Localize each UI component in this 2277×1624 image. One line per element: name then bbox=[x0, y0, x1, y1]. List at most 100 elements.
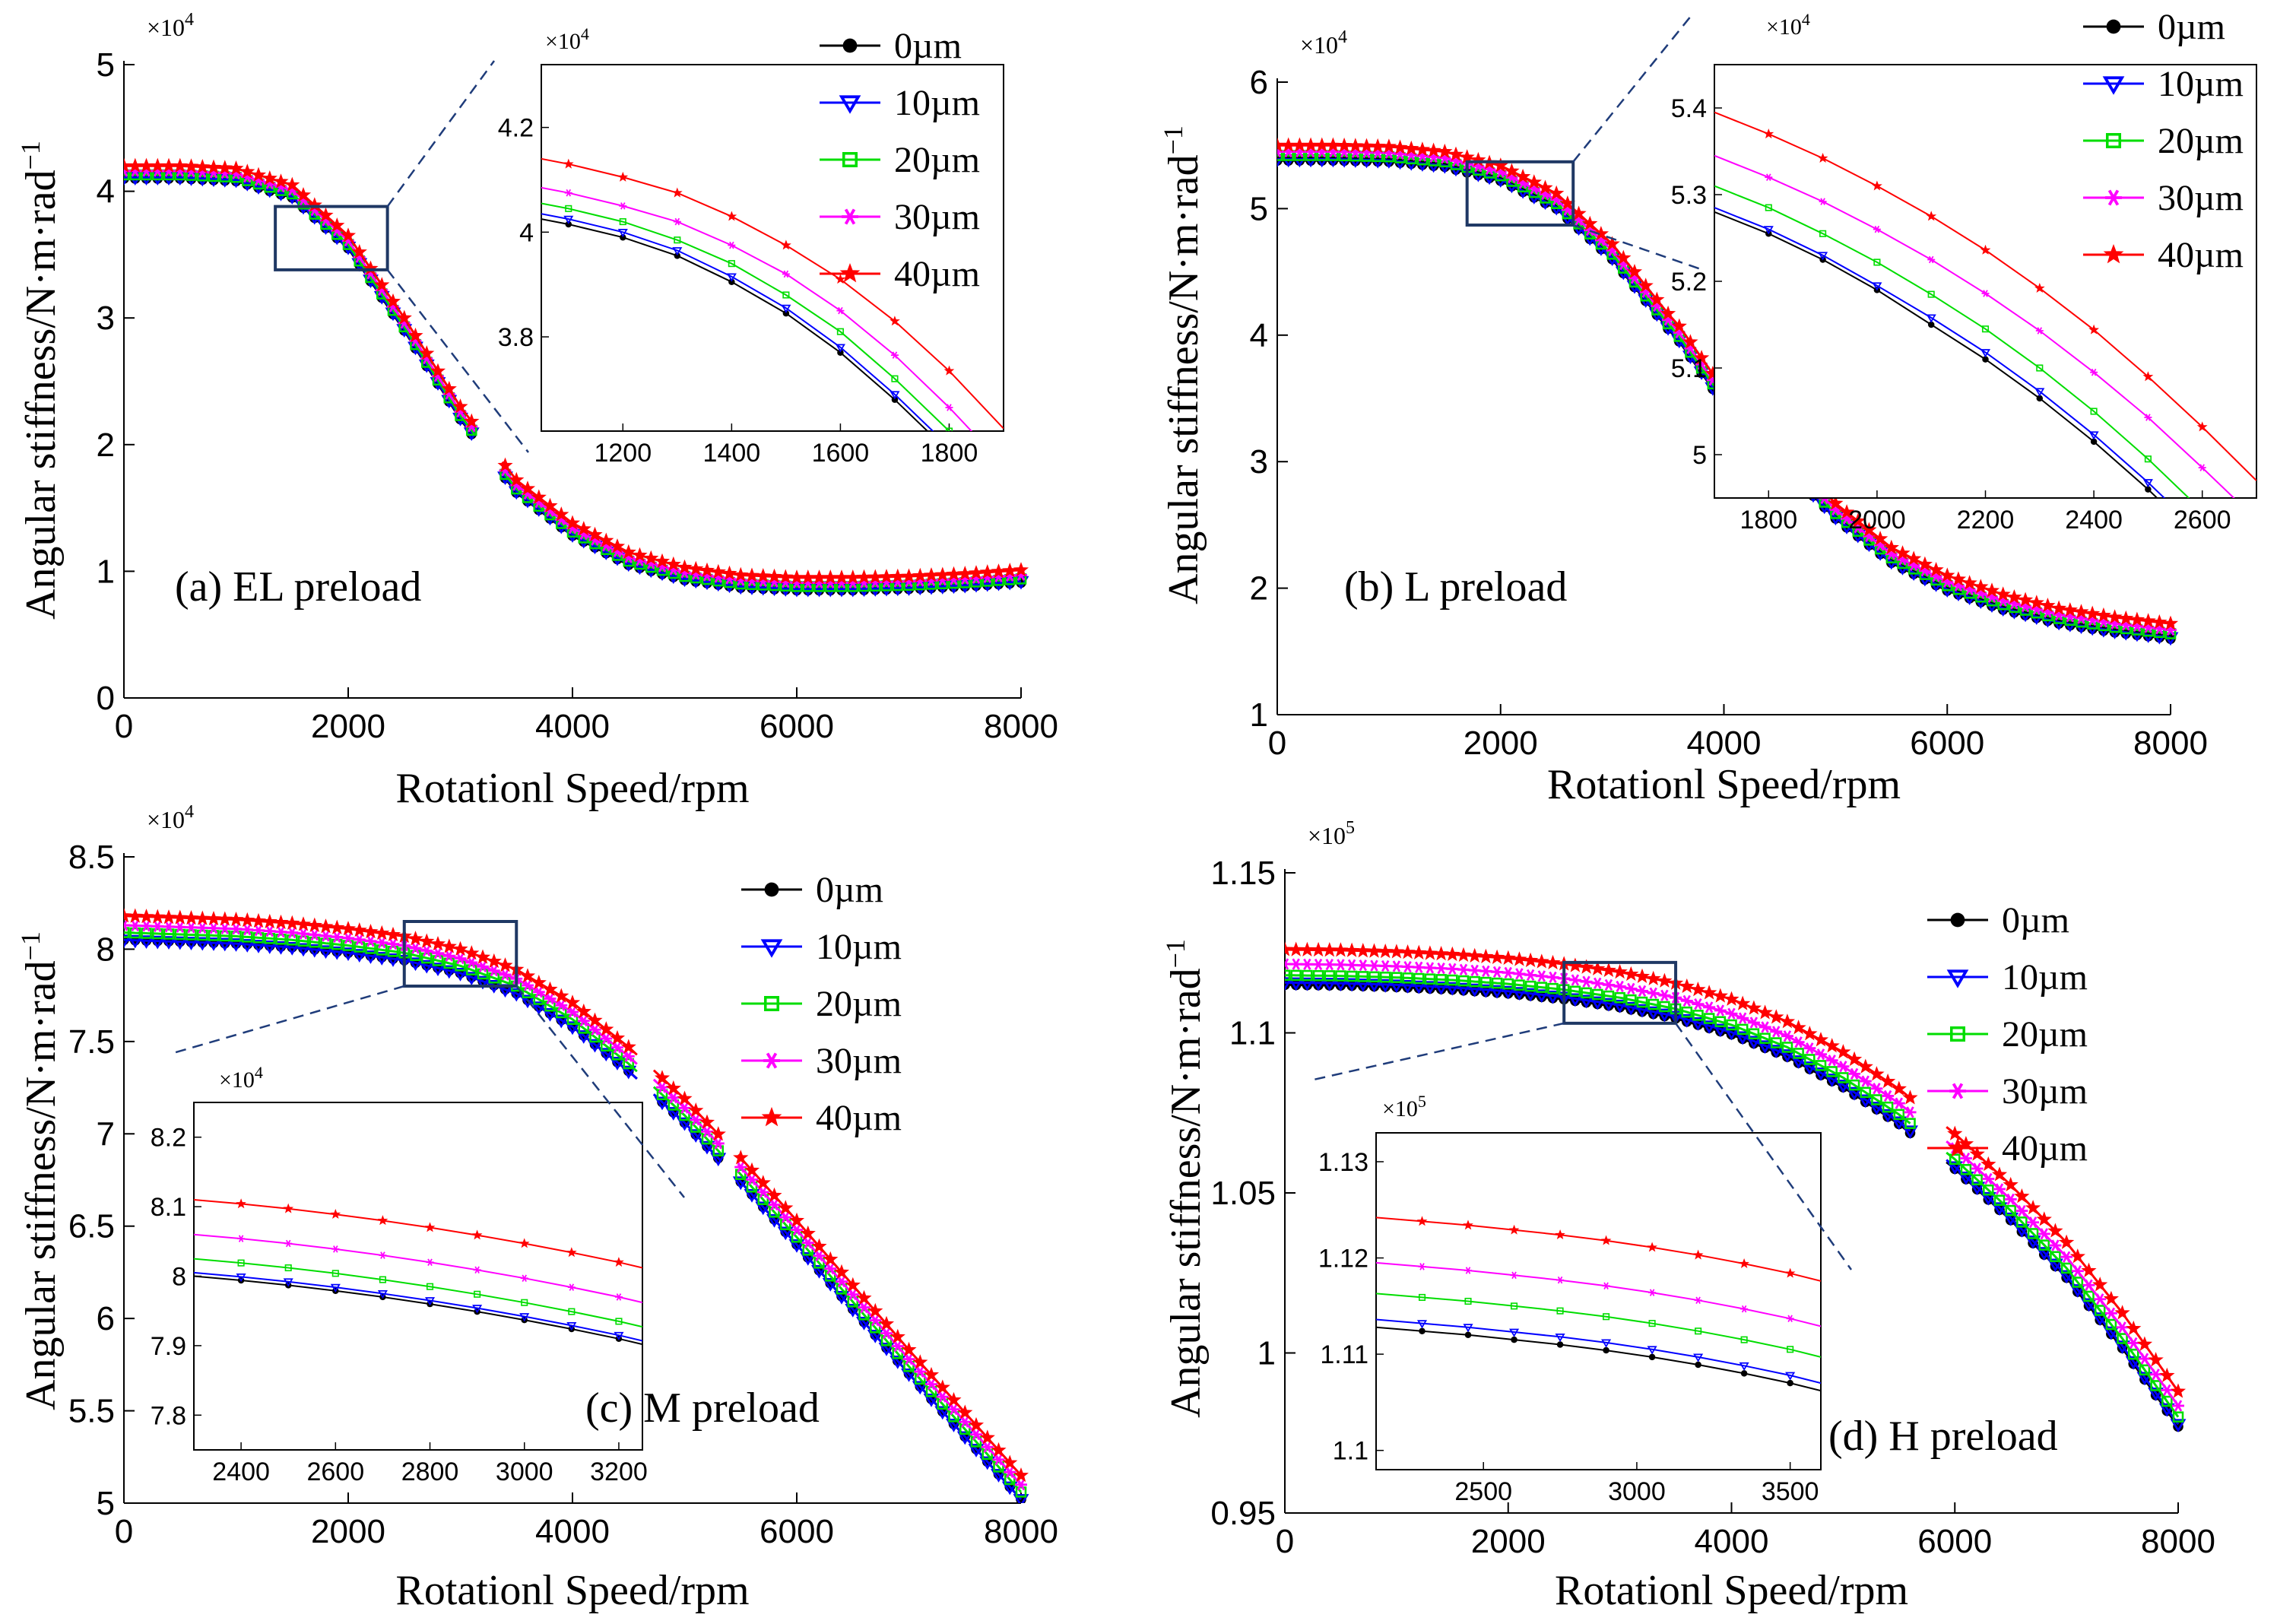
asterisk-stroke bbox=[2040, 1228, 2048, 1240]
data-point bbox=[250, 912, 267, 928]
asterisk-stroke bbox=[1716, 1004, 1725, 1017]
inset-series-0µm bbox=[1376, 1326, 1821, 1392]
data-point bbox=[1403, 140, 1419, 156]
data-point bbox=[981, 1441, 994, 1453]
data-point bbox=[306, 944, 323, 958]
asterisk-stroke bbox=[124, 919, 128, 928]
data-point bbox=[250, 940, 267, 953]
data-point bbox=[1969, 1182, 1986, 1196]
asterisk-stroke bbox=[674, 217, 680, 226]
data-point bbox=[474, 975, 491, 990]
exponent-label: ×105 bbox=[1308, 818, 1355, 849]
data-point bbox=[1366, 943, 1382, 958]
asterisk-stroke bbox=[378, 937, 386, 949]
data-point bbox=[340, 921, 357, 936]
data-point bbox=[1804, 1054, 1816, 1065]
asterisk-stroke bbox=[579, 1015, 588, 1027]
data-point bbox=[678, 1102, 691, 1114]
asterisk-stroke bbox=[844, 208, 856, 225]
data-point bbox=[374, 277, 390, 292]
data-point bbox=[1694, 350, 1710, 365]
y-tick-label: 1.05 bbox=[1210, 1175, 1276, 1212]
data-point bbox=[441, 380, 457, 396]
data-point bbox=[1712, 988, 1728, 1003]
inset-data-point bbox=[1416, 1320, 1428, 1329]
zoom-connector bbox=[1675, 1023, 1853, 1270]
data-point bbox=[1433, 982, 1450, 995]
data-point bbox=[1299, 977, 1315, 991]
data-point bbox=[1949, 1153, 1961, 1166]
data-point bbox=[654, 1096, 671, 1111]
data-point bbox=[2069, 1284, 2086, 1298]
data-point bbox=[791, 1223, 803, 1236]
data-point bbox=[342, 940, 354, 951]
data-point bbox=[127, 934, 144, 949]
data-point bbox=[1736, 1012, 1749, 1024]
data-point bbox=[1658, 989, 1671, 1001]
data-point bbox=[542, 497, 558, 513]
legend-label: 10µm bbox=[2002, 957, 2088, 998]
data-point bbox=[141, 928, 152, 939]
data-point bbox=[1302, 137, 1319, 152]
data-point bbox=[1410, 980, 1427, 994]
inset-data-point bbox=[1556, 1307, 1564, 1315]
data-point bbox=[1523, 952, 1539, 968]
x-tick-label: 4000 bbox=[1695, 1523, 1769, 1560]
inset-data-point bbox=[1786, 1315, 1794, 1323]
data-point bbox=[522, 987, 534, 999]
inset-data-point bbox=[673, 217, 681, 226]
asterisk-stroke bbox=[1649, 987, 1657, 999]
inset-x-tick-label: 2400 bbox=[212, 1457, 270, 1486]
data-point bbox=[2051, 600, 2067, 615]
asterisk-stroke bbox=[1515, 968, 1524, 980]
asterisk-stroke bbox=[534, 986, 543, 998]
data-point bbox=[2073, 604, 2089, 619]
legend-label: 0µm bbox=[2002, 900, 2069, 940]
data-point bbox=[465, 964, 477, 975]
data-point bbox=[880, 1335, 893, 1346]
data-point bbox=[218, 922, 231, 934]
data-point bbox=[2170, 1383, 2187, 1398]
exponent-power: 4 bbox=[185, 10, 194, 30]
data-point bbox=[477, 968, 489, 980]
inset-data-point bbox=[568, 1308, 576, 1315]
inset-data-point bbox=[1818, 252, 1828, 261]
inset-series-40µm bbox=[194, 1198, 642, 1269]
asterisk-stroke bbox=[322, 930, 330, 942]
data-point bbox=[1625, 982, 1638, 995]
data-point bbox=[1567, 993, 1584, 1007]
data-point bbox=[284, 176, 300, 192]
data-point bbox=[1356, 959, 1369, 972]
data-point bbox=[196, 921, 209, 934]
x-tick-label: 8000 bbox=[2133, 725, 2208, 762]
data-point bbox=[374, 925, 390, 940]
asterisk-stroke bbox=[658, 1081, 667, 1093]
data-point bbox=[800, 1252, 817, 1266]
asterisk-stroke bbox=[1850, 1067, 1859, 1080]
inset-data-point bbox=[1927, 290, 1935, 298]
x-tick-label: 6000 bbox=[1917, 1523, 1992, 1560]
legend-label: 40µm bbox=[894, 254, 980, 294]
asterisk-stroke bbox=[254, 925, 263, 937]
data-point bbox=[1355, 979, 1372, 992]
inset-data-point bbox=[1464, 1267, 1473, 1274]
inset-data-point bbox=[1982, 356, 1989, 363]
data-point bbox=[710, 563, 726, 579]
asterisk-stroke bbox=[1006, 1466, 1014, 1478]
data-point bbox=[1589, 996, 1606, 1010]
data-point bbox=[1013, 1494, 1029, 1503]
exponent-label: ×104 bbox=[147, 10, 194, 41]
data-point bbox=[710, 1126, 726, 1141]
inset-data-point bbox=[945, 404, 953, 411]
data-point bbox=[811, 1265, 827, 1279]
inset-plot-area bbox=[1714, 111, 2256, 498]
data-point bbox=[970, 1436, 982, 1448]
asterisk-stroke bbox=[938, 1391, 947, 1403]
data-point bbox=[1803, 1042, 1816, 1055]
data-point bbox=[587, 1012, 603, 1027]
inset-data-point bbox=[2036, 395, 2044, 402]
data-point bbox=[1535, 970, 1548, 982]
inset-x-tick-label: 2200 bbox=[1957, 506, 2015, 534]
data-point bbox=[2094, 1293, 2107, 1305]
data-point bbox=[497, 457, 513, 472]
